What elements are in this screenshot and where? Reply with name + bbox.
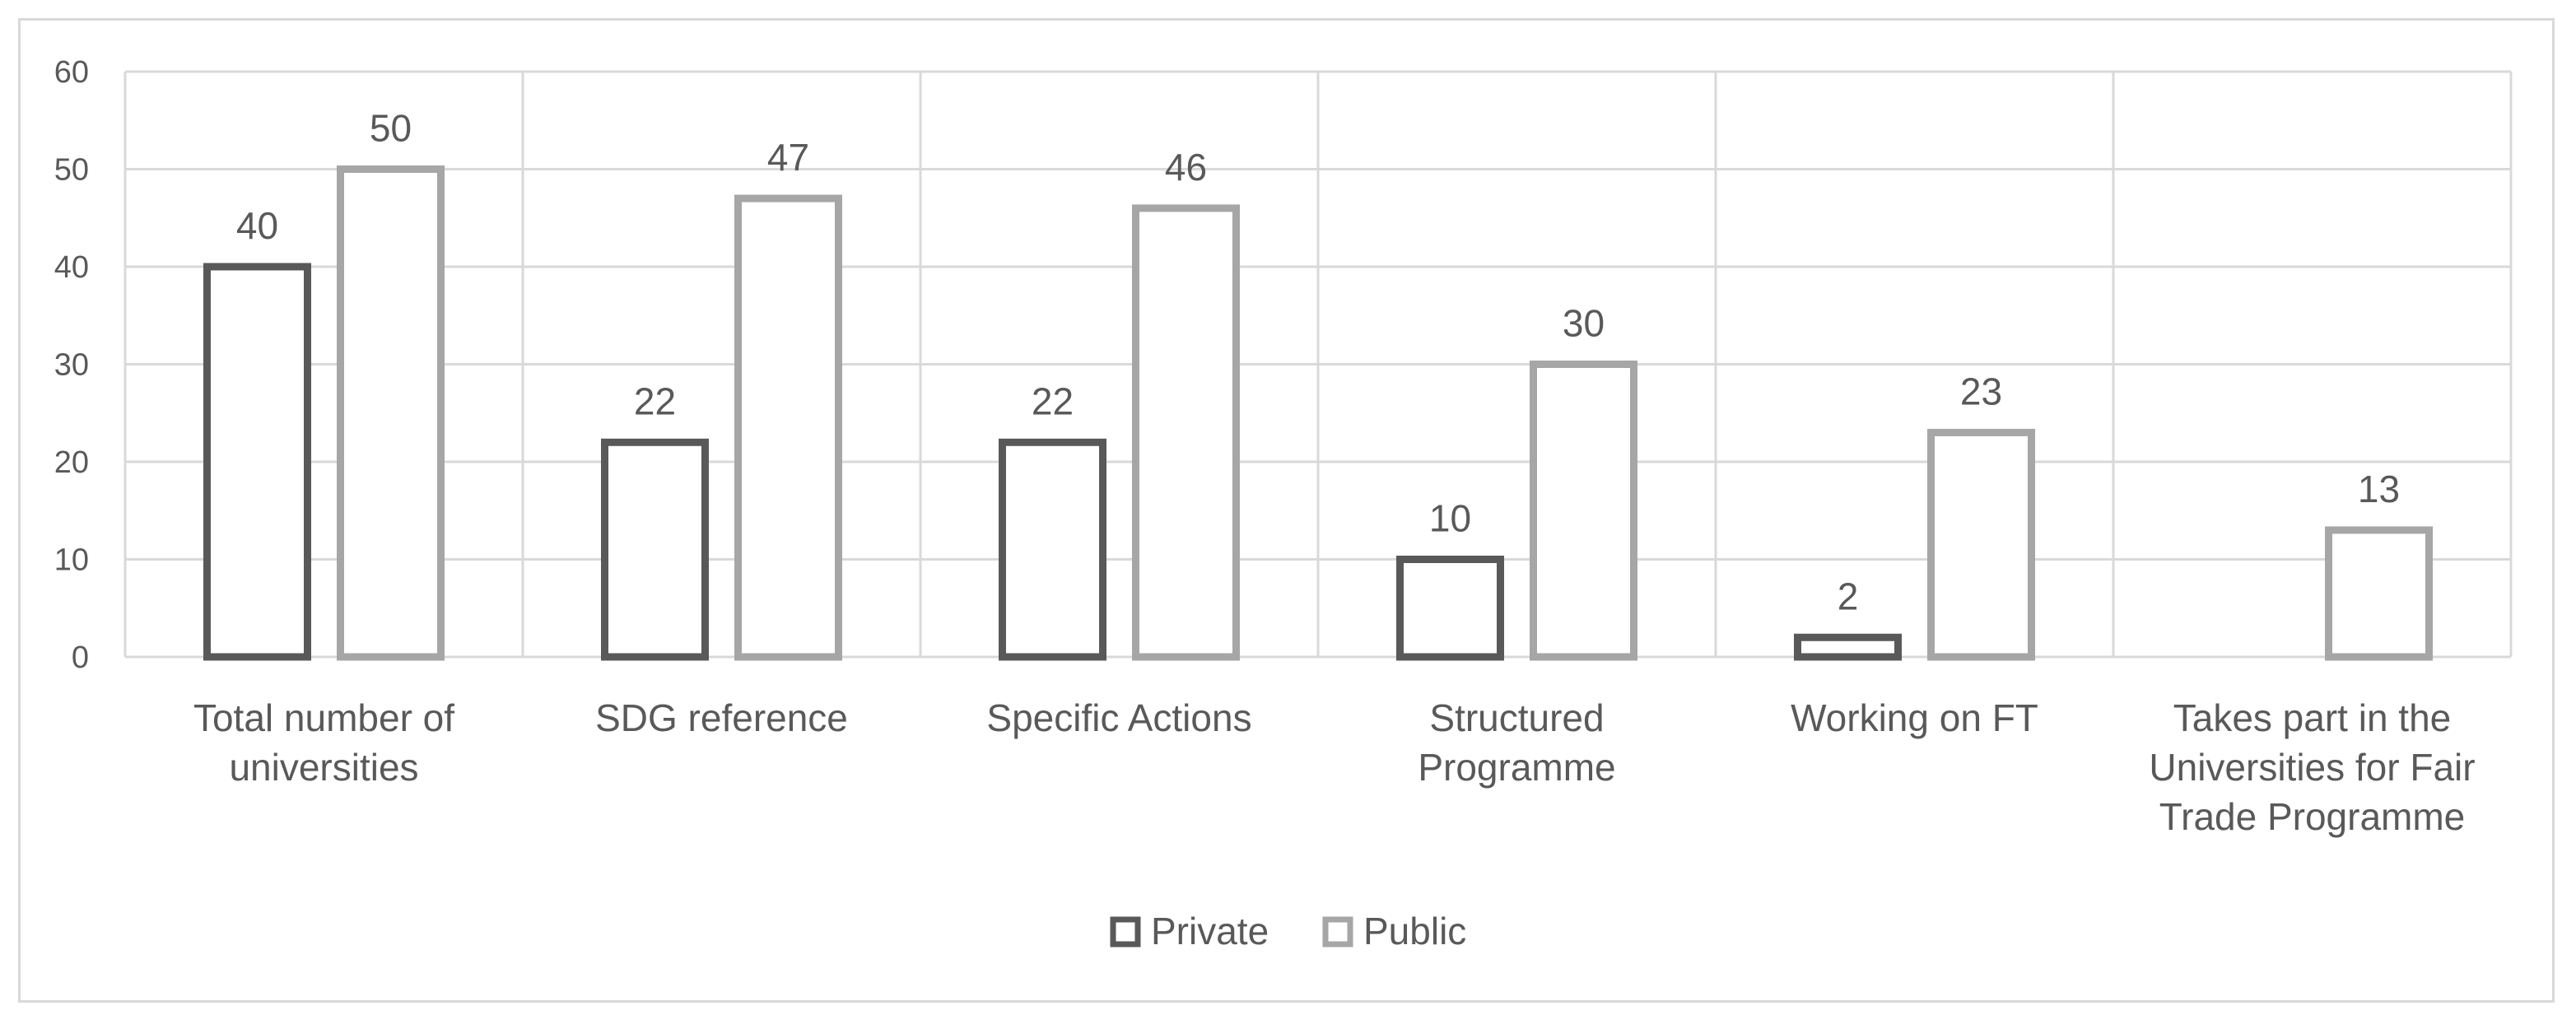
legend-label-private: Private bbox=[1151, 910, 1269, 952]
bar-public bbox=[1132, 204, 1240, 661]
gridlines bbox=[123, 70, 2513, 659]
data-label: 40 bbox=[236, 204, 278, 247]
bar-public bbox=[337, 165, 445, 661]
bars bbox=[203, 165, 2433, 661]
data-label: 22 bbox=[1032, 379, 1074, 422]
category-label: SDG reference bbox=[595, 696, 848, 739]
y-axis-ticks: 0 10 20 30 40 50 60 bbox=[54, 55, 89, 675]
legend-swatch-private bbox=[1110, 916, 1141, 948]
category-labels: Total number of universities SDG reference… bbox=[193, 696, 2476, 838]
data-label: 46 bbox=[1165, 146, 1207, 189]
bar-private bbox=[601, 438, 709, 661]
legend-swatch-public bbox=[1322, 916, 1353, 948]
data-label: 23 bbox=[1960, 370, 2002, 412]
bar-private bbox=[1794, 633, 1902, 661]
data-label: 22 bbox=[634, 379, 676, 422]
category-label: Structured Programme bbox=[1418, 696, 1615, 789]
data-label: 13 bbox=[2358, 468, 2400, 510]
y-tick-label: 40 bbox=[54, 250, 89, 285]
y-tick-label: 10 bbox=[54, 543, 89, 578]
legend: Private Public bbox=[1110, 910, 1466, 952]
category-label: Takes part in the Universities for Fair Tr… bbox=[2149, 696, 2475, 838]
bar-private bbox=[203, 263, 311, 661]
category-label: Specific Actions bbox=[986, 696, 1251, 739]
y-tick-label: 60 bbox=[54, 55, 89, 90]
category-label: Working on FT bbox=[1791, 696, 2038, 739]
data-label: 2 bbox=[1838, 575, 1859, 617]
y-tick-label: 30 bbox=[54, 348, 89, 383]
bar-private bbox=[1396, 556, 1504, 661]
data-label: 30 bbox=[1563, 302, 1605, 345]
y-tick-label: 20 bbox=[54, 445, 89, 480]
bar-public bbox=[1530, 361, 1637, 661]
bar-public bbox=[1927, 428, 2035, 661]
bar-public bbox=[734, 194, 842, 661]
category-label: Total number of universities bbox=[193, 696, 454, 789]
bar-private bbox=[999, 438, 1106, 661]
y-tick-label: 0 bbox=[72, 640, 89, 675]
data-label: 47 bbox=[767, 136, 809, 179]
data-label: 50 bbox=[370, 107, 412, 150]
data-labels: 40 50 22 47 22 46 10 30 2 23 13 bbox=[236, 107, 2400, 618]
data-label: 10 bbox=[1429, 497, 1471, 540]
legend-label-public: Public bbox=[1363, 910, 1466, 952]
y-tick-label: 50 bbox=[54, 153, 89, 188]
bar-public bbox=[2325, 526, 2433, 661]
